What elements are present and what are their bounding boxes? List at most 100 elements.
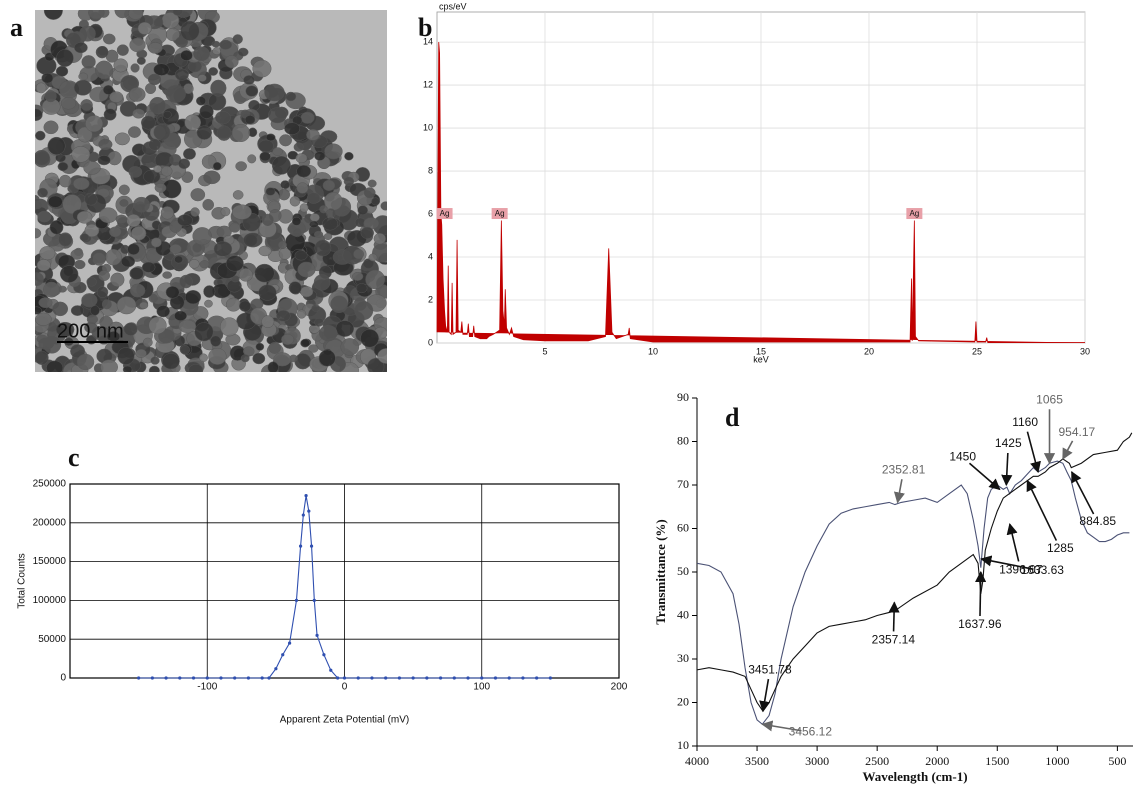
x-tick-label: 25	[972, 346, 982, 356]
particle	[196, 125, 212, 140]
particle	[319, 205, 328, 214]
particle	[38, 337, 55, 350]
particle	[208, 347, 227, 365]
annotation-arrow	[1006, 523, 1020, 562]
particle	[314, 151, 326, 161]
particle	[140, 115, 156, 130]
particle	[230, 275, 240, 283]
particle	[229, 222, 241, 233]
point	[370, 676, 374, 680]
particle	[147, 73, 162, 86]
y-tick-label: 200000	[33, 517, 67, 528]
particle	[165, 286, 180, 299]
panel-label: a	[10, 13, 23, 42]
particle	[373, 232, 386, 245]
annotation: 3451.78	[748, 662, 792, 676]
particle	[306, 128, 320, 141]
annotation: 1285	[1047, 541, 1074, 555]
y-tick-label: 8	[428, 165, 433, 175]
particle	[76, 353, 95, 371]
particle	[188, 364, 204, 372]
particle	[139, 301, 149, 310]
particle	[84, 223, 100, 238]
particle	[268, 342, 281, 354]
annotation-arrow	[761, 720, 802, 732]
particle	[355, 283, 368, 294]
particle	[43, 281, 60, 298]
point	[507, 676, 511, 680]
particle	[35, 312, 52, 326]
annotation: 2357.14	[872, 633, 916, 647]
point	[336, 676, 340, 680]
particle	[132, 196, 150, 213]
particle	[258, 139, 274, 153]
particle	[127, 243, 140, 255]
particle	[96, 286, 109, 298]
line	[696, 432, 1133, 713]
particle	[352, 271, 364, 281]
particle	[110, 272, 125, 287]
x-tick-label: 2500	[865, 754, 889, 768]
particle	[149, 96, 166, 115]
point	[329, 668, 333, 672]
particle	[129, 283, 146, 298]
particle	[231, 123, 251, 143]
particle	[219, 39, 232, 50]
particle	[254, 263, 275, 283]
x-axis-label: Apparent Zeta Potential (mV)	[280, 715, 410, 726]
particle	[70, 305, 85, 316]
point	[535, 676, 539, 680]
annotation-arrow	[893, 479, 905, 504]
particle	[252, 352, 266, 365]
point	[304, 494, 308, 498]
particle	[239, 300, 252, 312]
particle	[365, 269, 386, 290]
particle	[103, 108, 117, 121]
particle	[83, 161, 101, 175]
particle	[35, 130, 46, 141]
particle	[311, 304, 321, 312]
particle	[148, 138, 161, 151]
particle	[55, 321, 75, 337]
annotation-arrow	[1026, 431, 1041, 474]
annotation: 1065	[1036, 392, 1063, 406]
particle	[231, 204, 252, 220]
particle	[148, 365, 160, 372]
y-tick-label: 100000	[33, 595, 67, 606]
particle	[313, 230, 324, 238]
x-tick-label: 100	[473, 682, 490, 693]
point	[246, 676, 251, 680]
y-axis-label: Total Counts	[17, 553, 28, 609]
y-tick-label: 2	[428, 294, 433, 304]
y-axis-label: cps/eV	[439, 1, 467, 11]
particle	[150, 356, 160, 365]
particle	[314, 317, 324, 327]
point	[309, 544, 314, 548]
particle	[73, 177, 90, 190]
particle	[367, 179, 377, 188]
particle	[179, 274, 193, 289]
particle	[174, 255, 183, 264]
point	[267, 676, 271, 680]
particle	[115, 214, 128, 224]
particle	[354, 301, 374, 321]
point	[288, 641, 292, 645]
annotation-arrow	[888, 601, 900, 632]
y-tick-label: 0	[60, 673, 66, 684]
x-tick-label: 3000	[805, 754, 829, 768]
particle	[44, 89, 57, 103]
particle	[285, 91, 297, 102]
particle	[154, 183, 167, 193]
particle	[300, 286, 314, 298]
particle	[58, 232, 73, 247]
annotation-arrow	[1001, 452, 1013, 487]
point	[191, 676, 196, 680]
particle	[160, 206, 174, 220]
particle	[62, 194, 82, 215]
particle	[81, 293, 98, 308]
particle	[344, 151, 354, 161]
particle	[258, 245, 272, 257]
particle	[318, 324, 338, 342]
particle	[132, 108, 145, 119]
annotation: Ag	[495, 209, 505, 218]
